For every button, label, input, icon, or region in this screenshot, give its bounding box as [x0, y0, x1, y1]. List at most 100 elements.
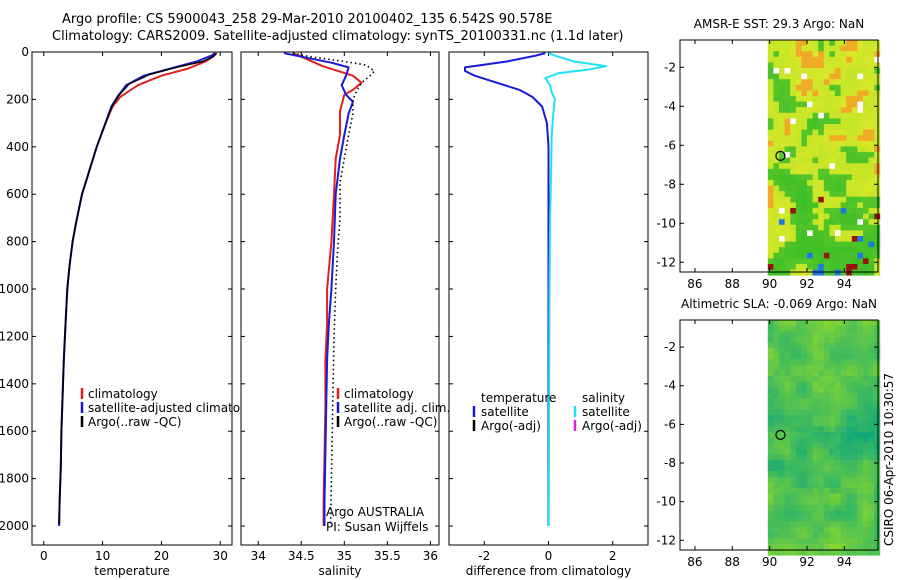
x-axis-label: difference from climatology: [466, 564, 632, 578]
map-cell: [840, 426, 847, 433]
map-cell: [807, 135, 813, 142]
map-cell: [851, 420, 858, 427]
map-cell: [795, 420, 802, 427]
map-cell: [784, 370, 791, 377]
map-cell: [857, 465, 864, 472]
map-cell: [795, 73, 802, 80]
legend-heading-salinity: salinity: [582, 391, 625, 405]
map-cell: [874, 432, 881, 438]
map-cell: [807, 252, 813, 259]
map-cell: [851, 376, 858, 382]
map-cell: [812, 510, 819, 517]
map-cell: [829, 409, 836, 416]
map-cell: [835, 196, 841, 203]
map-cell: [818, 40, 825, 46]
map-cell: [863, 90, 869, 97]
map-cell: [868, 185, 875, 192]
map-cell: [790, 398, 797, 405]
map-cell: [863, 208, 869, 214]
map-cell: [846, 454, 853, 461]
map-cell: [863, 73, 869, 80]
map-cell: [818, 353, 825, 360]
pi-annotation: PI: Susan Wijffels: [326, 520, 428, 534]
map-cell: [779, 527, 785, 534]
map-cell: [874, 516, 881, 522]
map-cell: [779, 504, 785, 511]
map-cell: [784, 482, 791, 489]
map-cell: [874, 465, 881, 472]
map-cell: [863, 460, 869, 466]
map-cell: [807, 157, 813, 164]
map-cell: [807, 443, 813, 450]
map-cell: [801, 185, 808, 192]
map-cell: [857, 415, 864, 422]
map-cell: [851, 460, 858, 466]
map-cell: [840, 152, 847, 158]
map-cell: [767, 510, 774, 517]
x-tick-label: -2: [478, 549, 490, 563]
map-cell: [835, 73, 841, 80]
map-frame: [679, 39, 879, 273]
map-cell: [795, 465, 802, 472]
map-cell: [812, 437, 819, 444]
map-cell: [874, 381, 881, 388]
map-cell: [863, 415, 869, 422]
map-cell: [823, 146, 830, 153]
map-cell: [807, 420, 813, 427]
map-cell: [812, 90, 819, 97]
map-cell: [807, 538, 813, 545]
map-cell: [829, 521, 836, 528]
map-cell: [823, 532, 830, 539]
map-cell: [840, 264, 847, 270]
map-cell: [857, 129, 864, 136]
map-cell: [823, 465, 830, 472]
map-cell: [868, 79, 875, 86]
map-cell: [835, 152, 841, 158]
map-cell: [818, 331, 825, 338]
map-cell: [779, 196, 785, 203]
series-line-salinity-satellite: [544, 52, 608, 527]
map-cell: [851, 208, 858, 214]
map-cell: [874, 342, 881, 349]
map-cell: [795, 168, 802, 175]
map-cell: [773, 325, 780, 332]
map-cell: [779, 521, 785, 528]
map-cell: [801, 208, 808, 214]
map-cell: [790, 404, 797, 410]
map-cell: [773, 359, 780, 366]
map-cell: [790, 331, 797, 338]
map-cell: [784, 51, 791, 58]
map-cell: [818, 398, 825, 405]
legend-label: Argo(-adj): [582, 419, 642, 433]
map-cell: [818, 96, 825, 102]
map-cell: [784, 381, 791, 388]
map-cell: [863, 359, 869, 366]
map-cell: [851, 224, 858, 231]
map-cell: [874, 549, 881, 556]
map-cell: [812, 163, 819, 170]
map-cell: [868, 135, 875, 142]
map-cell: [823, 426, 830, 433]
map-cell: [846, 381, 853, 388]
map-cell: [801, 527, 808, 534]
map-cell: [767, 79, 774, 86]
map-cell: [868, 163, 875, 170]
map-cell: [818, 252, 825, 259]
map-cell: [812, 152, 819, 158]
map-cell: [829, 454, 836, 461]
map-cell: [801, 409, 808, 416]
map-cell: [779, 247, 785, 254]
map-cell: [851, 157, 858, 164]
legend-label: Argo(..raw -QC): [344, 415, 437, 429]
map-cell: [829, 359, 836, 366]
map-cell: [818, 84, 825, 91]
map-cell: [767, 208, 774, 214]
map-cell: [790, 381, 797, 388]
map-cell: [840, 40, 847, 46]
map-cell: [779, 532, 785, 539]
map-cell: [779, 45, 785, 52]
map-cell: [835, 376, 841, 382]
map-cell: [801, 40, 808, 46]
map-cell: [840, 342, 847, 349]
map-cell: [863, 398, 869, 405]
